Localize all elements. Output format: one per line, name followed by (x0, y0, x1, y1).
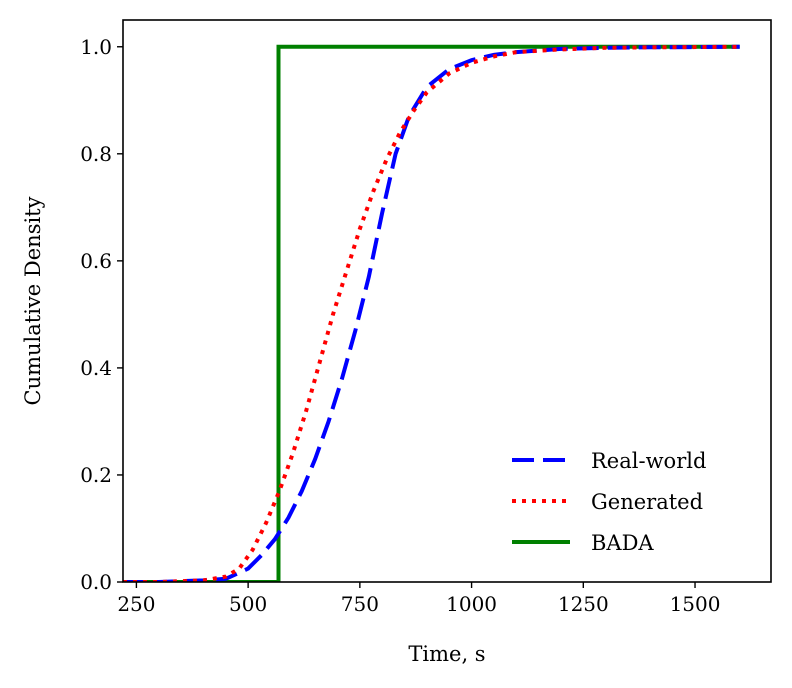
y-tick-label: 0.4 (80, 356, 112, 380)
x-tick-label: 1250 (558, 592, 609, 616)
legend-label-real-world: Real-world (591, 449, 706, 473)
y-tick-label: 0.0 (80, 570, 112, 594)
x-tick-label: 1500 (670, 592, 721, 616)
y-tick-label: 0.6 (80, 249, 112, 273)
y-tick-label: 1.0 (80, 35, 112, 59)
y-axis-label: Cumulative Density (21, 196, 45, 405)
x-tick-label: 750 (341, 592, 379, 616)
y-tick-label: 0.2 (80, 463, 112, 487)
series-layer (123, 44, 740, 582)
series-line-bada (123, 44, 740, 582)
x-axis: 250 500 750 1000 1250 1500 (117, 582, 720, 616)
x-tick-label: 1000 (446, 592, 497, 616)
series-line-real-world (123, 44, 740, 582)
x-axis-label: Time, s (408, 642, 485, 666)
legend-label-bada: BADA (591, 531, 654, 555)
x-tick-label: 500 (229, 592, 267, 616)
legend-label-generated: Generated (591, 490, 703, 514)
legend: Real-world Generated BADA (512, 449, 706, 555)
x-tick-label: 250 (117, 592, 155, 616)
y-tick-label: 0.8 (80, 142, 112, 166)
plot-frame (122, 19, 772, 583)
series-line-generated (123, 44, 740, 582)
y-axis: 0.0 0.2 0.4 0.6 0.8 1.0 (80, 35, 123, 594)
